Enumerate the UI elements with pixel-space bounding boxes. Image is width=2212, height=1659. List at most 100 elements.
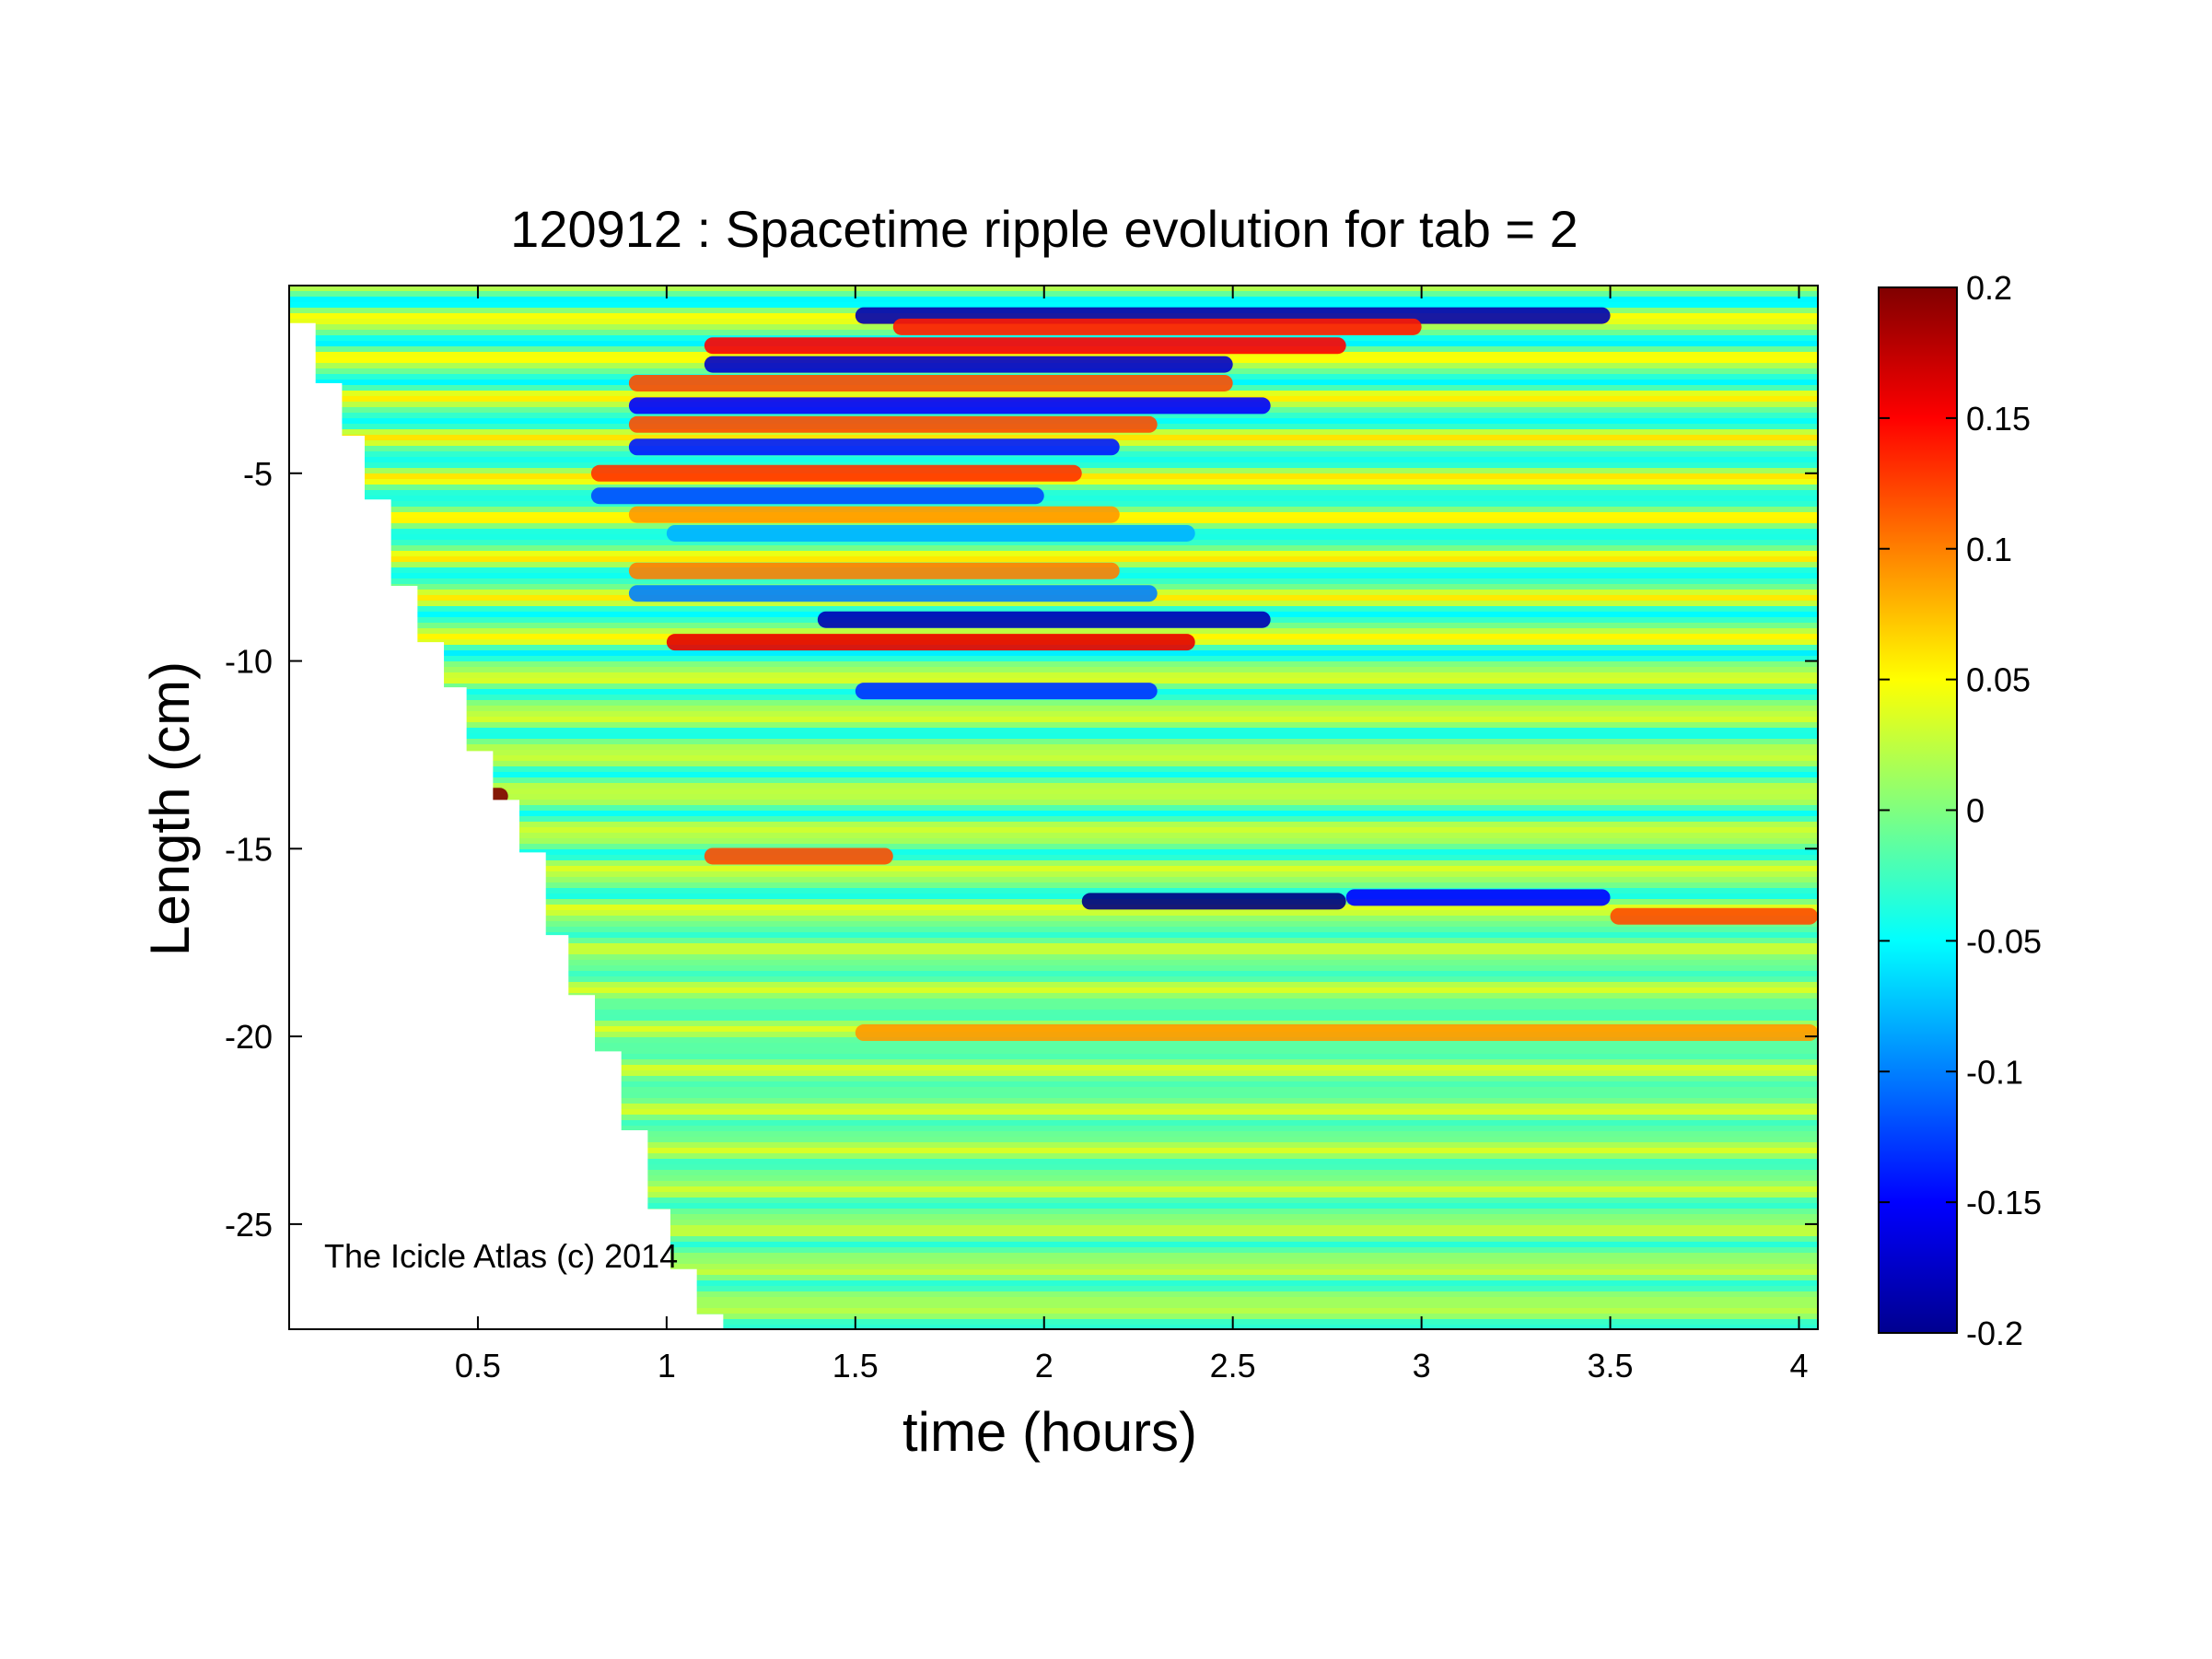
- heatmap-row: [289, 352, 1818, 358]
- heatmap-row: [289, 1319, 1818, 1326]
- heatmap-feature: [628, 397, 1271, 415]
- heatmap-row: [289, 1186, 1818, 1193]
- heatmap-row: [289, 1120, 1818, 1127]
- heatmap-row: [289, 1054, 1818, 1060]
- heatmap-row: [289, 1004, 1818, 1011]
- copyright-annotation: The Icicle Atlas (c) 2014: [324, 1237, 678, 1275]
- colorbar-ticks: 0.2 0.15 0.1 0.05 0 -0.05 -0.1 -0.15 -0.2: [1879, 269, 2042, 1352]
- heatmap-row: [289, 905, 1818, 911]
- heatmap-row: [289, 1291, 1818, 1298]
- heatmap-row: [289, 794, 1818, 800]
- x-tick-label: 1.5: [832, 1347, 879, 1384]
- heatmap-row: [289, 916, 1818, 922]
- heatmap-row: [289, 800, 1818, 806]
- heatmap-row: [289, 678, 1818, 684]
- x-tick-label: 2: [1035, 1347, 1054, 1384]
- heatmap-row: [289, 291, 1818, 298]
- heatmap-row: [289, 999, 1818, 1005]
- heatmap-row: [289, 606, 1818, 613]
- heatmap-row: [289, 1170, 1818, 1176]
- heatmap-feature: [1610, 907, 1818, 925]
- x-tick-label: 2.5: [1210, 1347, 1256, 1384]
- heatmap-row: [289, 1264, 1818, 1270]
- heatmap-row: [289, 1070, 1818, 1077]
- heatmap-row: [289, 761, 1818, 767]
- heatmap-row: [289, 1131, 1818, 1138]
- heatmap-row: [289, 894, 1818, 900]
- heatmap-row: [289, 982, 1818, 988]
- heatmap-row: [289, 783, 1818, 789]
- heatmap-row: [289, 485, 1818, 491]
- heatmap-row: [289, 766, 1818, 773]
- plot-frame: [288, 285, 1819, 1330]
- heatmap-row: [289, 1137, 1818, 1143]
- heatmap-row: [289, 739, 1818, 745]
- heatmap-row: [289, 297, 1818, 303]
- heatmap-feature: [817, 611, 1271, 628]
- heatmap-row: [289, 860, 1818, 867]
- heatmap-row: [289, 772, 1818, 778]
- heatmap-row: [289, 943, 1818, 950]
- heatmap-row: [289, 578, 1818, 585]
- heatmap-row: [289, 1231, 1818, 1237]
- y-tick-label: -20: [225, 1018, 273, 1056]
- heatmap-row: [289, 1236, 1818, 1243]
- heatmap-feature: [628, 585, 1158, 602]
- heatmap-row: [289, 711, 1818, 718]
- heatmap-row: [289, 733, 1818, 740]
- heatmap-row: [289, 849, 1818, 856]
- heatmap-row: [289, 1247, 1818, 1254]
- heatmap-row: [289, 882, 1818, 889]
- heatmap-row: [289, 601, 1818, 607]
- heatmap-row: [289, 1092, 1818, 1099]
- heatmap-row: [289, 789, 1818, 795]
- colorbar-tick-label: -0.2: [1966, 1314, 2023, 1352]
- colorbar: 0.2 0.15 0.1 0.05 0 -0.05 -0.1 -0.15 -0.2: [1878, 269, 2042, 1352]
- heatmap-row: [289, 855, 1818, 861]
- plot-area: 0.5 1 1.5 2 2.5 3 3.5 4 -5 -10 -15 -20 -25: [225, 285, 1819, 1384]
- heatmap-row: [289, 302, 1818, 309]
- heatmap-row: [289, 954, 1818, 961]
- heatmap-row: [289, 871, 1818, 878]
- heatmap-row: [289, 1286, 1818, 1292]
- heatmap-row: [289, 805, 1818, 812]
- heatmap-row: [289, 993, 1818, 999]
- heatmap-row: [289, 827, 1818, 834]
- heatmap-row: [289, 1115, 1818, 1121]
- heatmap-feature: [628, 374, 1233, 391]
- heatmap-feature: [628, 438, 1120, 456]
- heatmap-row: [289, 1325, 1818, 1329]
- heatmap-row: [289, 706, 1818, 712]
- heatmap-row: [289, 932, 1818, 939]
- heatmap-row: [289, 1181, 1818, 1187]
- x-tick-label: 4: [1789, 1347, 1808, 1384]
- heatmap-row: [289, 1098, 1818, 1104]
- colorbar-tick-label: 0.15: [1966, 400, 2031, 438]
- heatmap-row: [289, 551, 1818, 557]
- heatmap-row: [289, 672, 1818, 679]
- heatmap-row: [289, 545, 1818, 552]
- heatmap-row: [289, 490, 1818, 497]
- heatmap-row: [289, 938, 1818, 944]
- heatmap-row: [289, 1175, 1818, 1182]
- heatmap-row: [289, 877, 1818, 883]
- heatmap-row: [289, 1220, 1818, 1226]
- heatmap-row: [289, 496, 1818, 502]
- heatmap-row: [289, 717, 1818, 723]
- heatmap-row: [289, 811, 1818, 817]
- x-tick-label: 3.5: [1588, 1347, 1634, 1384]
- heatmap-row: [289, 816, 1818, 823]
- heatmap-row: [289, 1010, 1818, 1016]
- heatmap-row: [289, 1076, 1818, 1082]
- heatmap-feature: [590, 464, 1082, 482]
- heatmap-feature: [704, 356, 1233, 373]
- heatmap-feature: [855, 1024, 1818, 1042]
- heatmap-feature: [892, 318, 1422, 335]
- heatmap-feature: [855, 683, 1158, 700]
- heatmap-row: [289, 501, 1818, 508]
- x-tick-label: 0.5: [455, 1347, 501, 1384]
- heatmap-row: [289, 1087, 1818, 1093]
- x-axis-ticks: 0.5 1 1.5 2 2.5 3 3.5 4: [455, 286, 1809, 1384]
- y-axis-ticks: -5 -10 -15 -20 -25: [225, 455, 1818, 1244]
- heatmap-row: [289, 728, 1818, 734]
